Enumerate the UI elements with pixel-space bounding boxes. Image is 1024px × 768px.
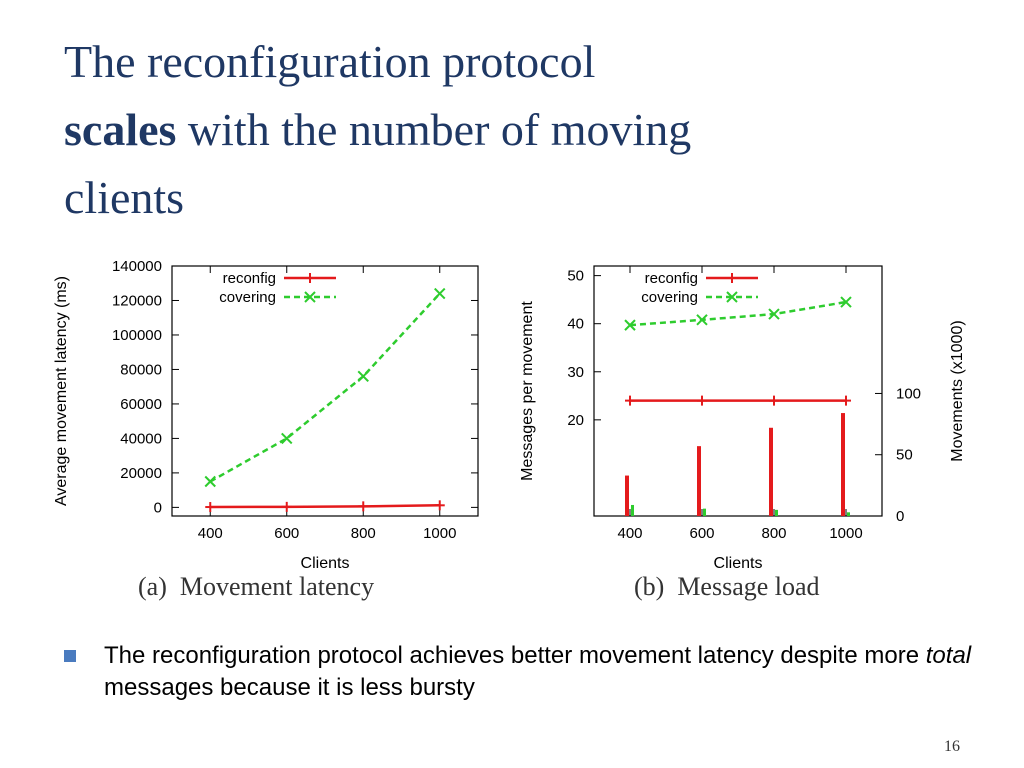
chart-1-ylabel: Messages per movement bbox=[519, 301, 536, 481]
chart-1-bar-reconfig bbox=[697, 446, 701, 516]
chart-0-ytick-label: 100000 bbox=[112, 327, 162, 344]
chart-1-bar-reconfig bbox=[625, 475, 629, 516]
chart-0-frame bbox=[171, 265, 479, 517]
chart-1-legend-marker-covering bbox=[726, 291, 738, 303]
title-bold-word: scales bbox=[64, 104, 177, 155]
chart-1-legend-label: reconfig bbox=[645, 270, 698, 287]
chart-1-y2tick-label: 100 bbox=[896, 385, 921, 402]
chart-1-frame bbox=[593, 265, 883, 517]
chart-0-ylabel: Average movement latency (ms) bbox=[53, 276, 70, 506]
chart-0-legend-marker-covering bbox=[304, 291, 316, 303]
title-line-1: The reconfiguration protocol bbox=[64, 36, 596, 87]
chart-0-point-covering bbox=[204, 475, 216, 488]
chart-0-ytick-label: 80000 bbox=[120, 361, 162, 378]
chart-0-ytick-label: 120000 bbox=[112, 292, 162, 309]
chart-1-point-covering bbox=[840, 296, 852, 308]
title-line-2-rest: with the number of moving bbox=[176, 104, 692, 155]
bullet-text: The reconfiguration protocol achieves be… bbox=[104, 640, 984, 704]
chart-1-point-covering-d2 bbox=[768, 308, 780, 320]
chart-0-point-covering-d2 bbox=[204, 475, 216, 488]
chart-0-legend-marker-reconfig bbox=[305, 273, 315, 283]
chart-0-point-covering-d2 bbox=[434, 287, 446, 300]
chart-1-xlabel: Clients bbox=[714, 555, 763, 572]
chart-1-ytick-label: 30 bbox=[567, 364, 584, 381]
chart-0-xlabel: Clients bbox=[301, 555, 350, 572]
chart-1-xtick-label: 600 bbox=[689, 525, 714, 542]
chart-1-bar-covering bbox=[775, 509, 778, 516]
bullet-text-pre: The reconfiguration protocol achieves be… bbox=[104, 642, 926, 669]
chart-1-point-covering-d2 bbox=[696, 314, 708, 326]
chart-0-point-covering bbox=[281, 432, 293, 445]
title-line-3: clients bbox=[64, 172, 185, 223]
chart-1-legend-label: covering bbox=[641, 289, 698, 306]
chart-0-ytick-label: 40000 bbox=[120, 430, 162, 447]
chart-1-bar-covering bbox=[847, 512, 850, 516]
chart-1-xtick-label: 1000 bbox=[829, 525, 862, 542]
chart-0-ytick-label: 20000 bbox=[120, 465, 162, 482]
chart-1-point-reconfig bbox=[697, 395, 707, 406]
bullet-text-post: messages because it is less bursty bbox=[104, 674, 475, 701]
chart-0-series-reconfig bbox=[210, 504, 440, 509]
chart-0-point-covering-d2 bbox=[357, 370, 369, 383]
chart-1-bar-reconfig bbox=[769, 427, 773, 516]
chart-1-y2tick-label: 50 bbox=[896, 447, 913, 464]
chart-1-point-reconfig bbox=[625, 395, 635, 406]
chart-0-point-reconfig bbox=[358, 501, 369, 512]
chart-1-legend-marker-reconfig bbox=[727, 273, 737, 283]
chart-0-xtick-label: 600 bbox=[274, 525, 299, 542]
chart-0-legend-label: reconfig bbox=[223, 270, 276, 287]
chart-1-bar-reconfig bbox=[841, 413, 845, 516]
chart-1-point-covering-d2 bbox=[624, 319, 636, 331]
chart-1-caption: (b) Message load bbox=[634, 572, 820, 601]
chart-1-y2label: Movements (x1000) bbox=[949, 320, 966, 461]
chart-1-point-reconfig bbox=[841, 395, 851, 406]
chart-1-legend-marker-covering-d2 bbox=[726, 291, 738, 303]
chart-0-point-covering bbox=[434, 287, 446, 300]
chart-0-point-reconfig bbox=[205, 502, 216, 513]
chart-0-point-reconfig bbox=[434, 500, 445, 511]
chart-1-ytick-label: 20 bbox=[567, 412, 584, 429]
chart-1-bar-covering bbox=[703, 508, 706, 516]
chart-0-caption: (a) Movement latency bbox=[138, 572, 374, 601]
chart-1-point-covering bbox=[696, 314, 708, 326]
chart-1-point-covering bbox=[768, 308, 780, 320]
chart-0-ytick-label: 0 bbox=[154, 499, 162, 516]
chart-0-xtick-label: 1000 bbox=[423, 525, 456, 542]
chart-1-xtick-label: 400 bbox=[617, 525, 642, 542]
bullet-marker bbox=[64, 650, 76, 662]
chart-0-legend-marker-covering-d2 bbox=[304, 291, 316, 303]
slide-title: The reconfiguration protocol scales with … bbox=[64, 28, 964, 232]
chart-0-ytick-label: 60000 bbox=[120, 396, 162, 413]
chart-0-point-reconfig bbox=[281, 501, 292, 512]
chart-1-xtick-label: 800 bbox=[761, 525, 786, 542]
chart-0-xtick-label: 800 bbox=[351, 525, 376, 542]
chart-1-bar-covering bbox=[631, 504, 634, 516]
chart-1-point-covering bbox=[624, 319, 636, 331]
chart-0-xtick-label: 400 bbox=[198, 525, 223, 542]
chart-1-ytick-label: 40 bbox=[567, 316, 584, 333]
chart-1-ytick-label: 50 bbox=[567, 268, 584, 285]
chart-1-point-reconfig bbox=[769, 395, 779, 406]
page-number: 16 bbox=[944, 738, 960, 755]
chart-1-y2tick-label: 0 bbox=[896, 508, 904, 525]
bullet-text-emphasis: total bbox=[925, 642, 972, 669]
chart-0-point-covering bbox=[357, 370, 369, 383]
chart-0-series-covering bbox=[209, 292, 441, 483]
chart-0-ytick-label: 140000 bbox=[112, 258, 162, 275]
chart-0-point-covering-d2 bbox=[281, 432, 293, 445]
charts-figure: 0 20000 40000 60000 80000 100000 120000 140000 4… bbox=[53, 258, 966, 601]
chart-1-point-covering-d2 bbox=[840, 296, 852, 308]
chart-1-series-covering bbox=[629, 300, 847, 327]
chart-0-legend-label: covering bbox=[219, 289, 276, 306]
